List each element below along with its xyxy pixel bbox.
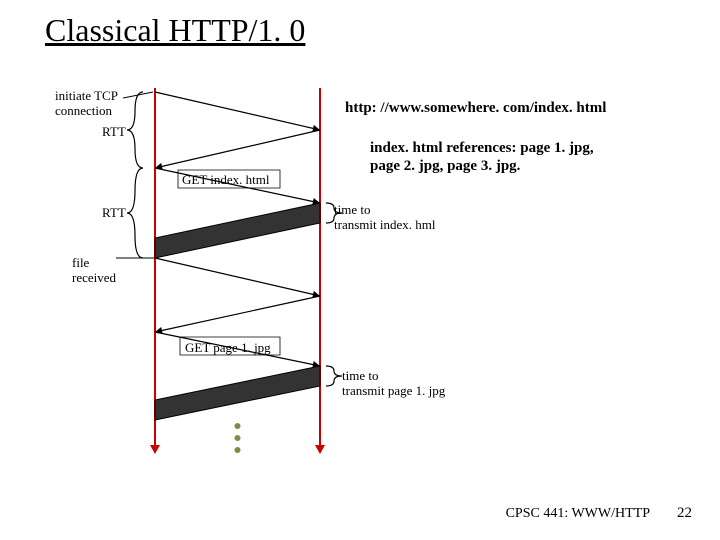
sequence-diagram xyxy=(0,0,720,540)
